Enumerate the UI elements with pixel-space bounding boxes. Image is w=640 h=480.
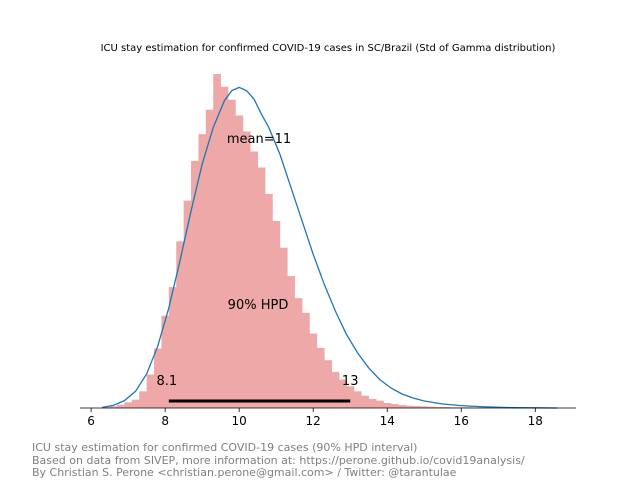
histogram-bar bbox=[102, 407, 110, 408]
footer-line-2: Based on data from SIVEP, more informati… bbox=[32, 453, 525, 467]
histogram-bar bbox=[161, 315, 170, 408]
histogram-bar bbox=[309, 333, 318, 408]
chart-title: ICU stay estimation for confirmed COVID-… bbox=[101, 43, 556, 54]
histogram-bar bbox=[250, 151, 258, 409]
histogram-bar bbox=[191, 160, 199, 408]
footer: ICU stay estimation for confirmed COVID-… bbox=[32, 441, 632, 480]
histogram-bar bbox=[383, 402, 392, 408]
histogram-bar bbox=[228, 99, 236, 408]
histogram-bar bbox=[242, 131, 251, 408]
histogram-bar bbox=[257, 167, 266, 408]
histogram-bar bbox=[183, 200, 192, 408]
histogram-bar bbox=[294, 298, 303, 408]
x-tick-label: 6 bbox=[87, 414, 95, 428]
hpd-high-label: 13 bbox=[342, 374, 359, 389]
histogram-bar bbox=[131, 399, 140, 408]
histogram-bar bbox=[324, 360, 332, 408]
histogram-bar bbox=[139, 391, 147, 408]
histogram-bar bbox=[235, 115, 244, 409]
histogram-bar bbox=[198, 134, 207, 408]
histogram-bar bbox=[413, 406, 421, 408]
histogram-bar bbox=[346, 386, 355, 408]
histogram-bar bbox=[302, 312, 310, 408]
footer-line-1: ICU stay estimation for confirmed COVID-… bbox=[32, 441, 418, 454]
histogram-bars bbox=[102, 74, 518, 409]
hpd-label: 90% HPD bbox=[228, 298, 289, 313]
histogram-bar bbox=[376, 400, 384, 408]
histogram-bar bbox=[220, 86, 229, 408]
histogram-bar bbox=[435, 407, 444, 408]
histogram-bar bbox=[442, 407, 451, 408]
kde-line bbox=[102, 86, 558, 409]
histogram-bar bbox=[265, 193, 273, 408]
histogram-bar bbox=[205, 109, 214, 409]
histogram-bar bbox=[339, 379, 347, 408]
mean-label: mean=11 bbox=[227, 132, 291, 147]
histogram-bar bbox=[109, 406, 118, 408]
histogram-bar bbox=[213, 74, 221, 408]
x-axis-ticks: 6 8 10 12 14 16 18 bbox=[87, 408, 543, 428]
histogram-bar bbox=[117, 404, 125, 408]
histogram-bar bbox=[146, 374, 155, 408]
x-tick-label: 10 bbox=[232, 414, 247, 428]
histogram-bar bbox=[287, 276, 295, 408]
histogram-bar bbox=[368, 398, 377, 408]
x-tick-label: 8 bbox=[161, 414, 169, 428]
x-tick-label: 12 bbox=[306, 414, 321, 428]
histogram-bar bbox=[398, 404, 407, 408]
x-tick-label: 16 bbox=[454, 414, 469, 428]
histogram-bar bbox=[168, 287, 177, 408]
histogram-bar bbox=[405, 405, 414, 408]
histogram-bar bbox=[176, 241, 184, 408]
histogram-bar bbox=[427, 406, 436, 408]
footer-line-3: By Christian S. Perone <christian.perone… bbox=[32, 466, 457, 479]
histogram-bar bbox=[331, 371, 340, 408]
histogram-bar bbox=[390, 403, 399, 408]
histogram-bar bbox=[420, 406, 429, 408]
histogram-bar bbox=[124, 402, 133, 408]
histogram-bar bbox=[361, 395, 370, 408]
histogram-bar bbox=[279, 247, 288, 408]
x-tick-label: 18 bbox=[528, 414, 543, 428]
histogram-bar bbox=[272, 220, 281, 408]
chart: ICU stay estimation for confirmed COVID-… bbox=[80, 43, 576, 428]
histogram-bar bbox=[353, 391, 362, 408]
histogram-bar bbox=[154, 348, 162, 408]
hpd-low-label: 8.1 bbox=[156, 374, 177, 389]
x-tick-label: 14 bbox=[380, 414, 395, 428]
histogram-bar bbox=[316, 347, 325, 408]
